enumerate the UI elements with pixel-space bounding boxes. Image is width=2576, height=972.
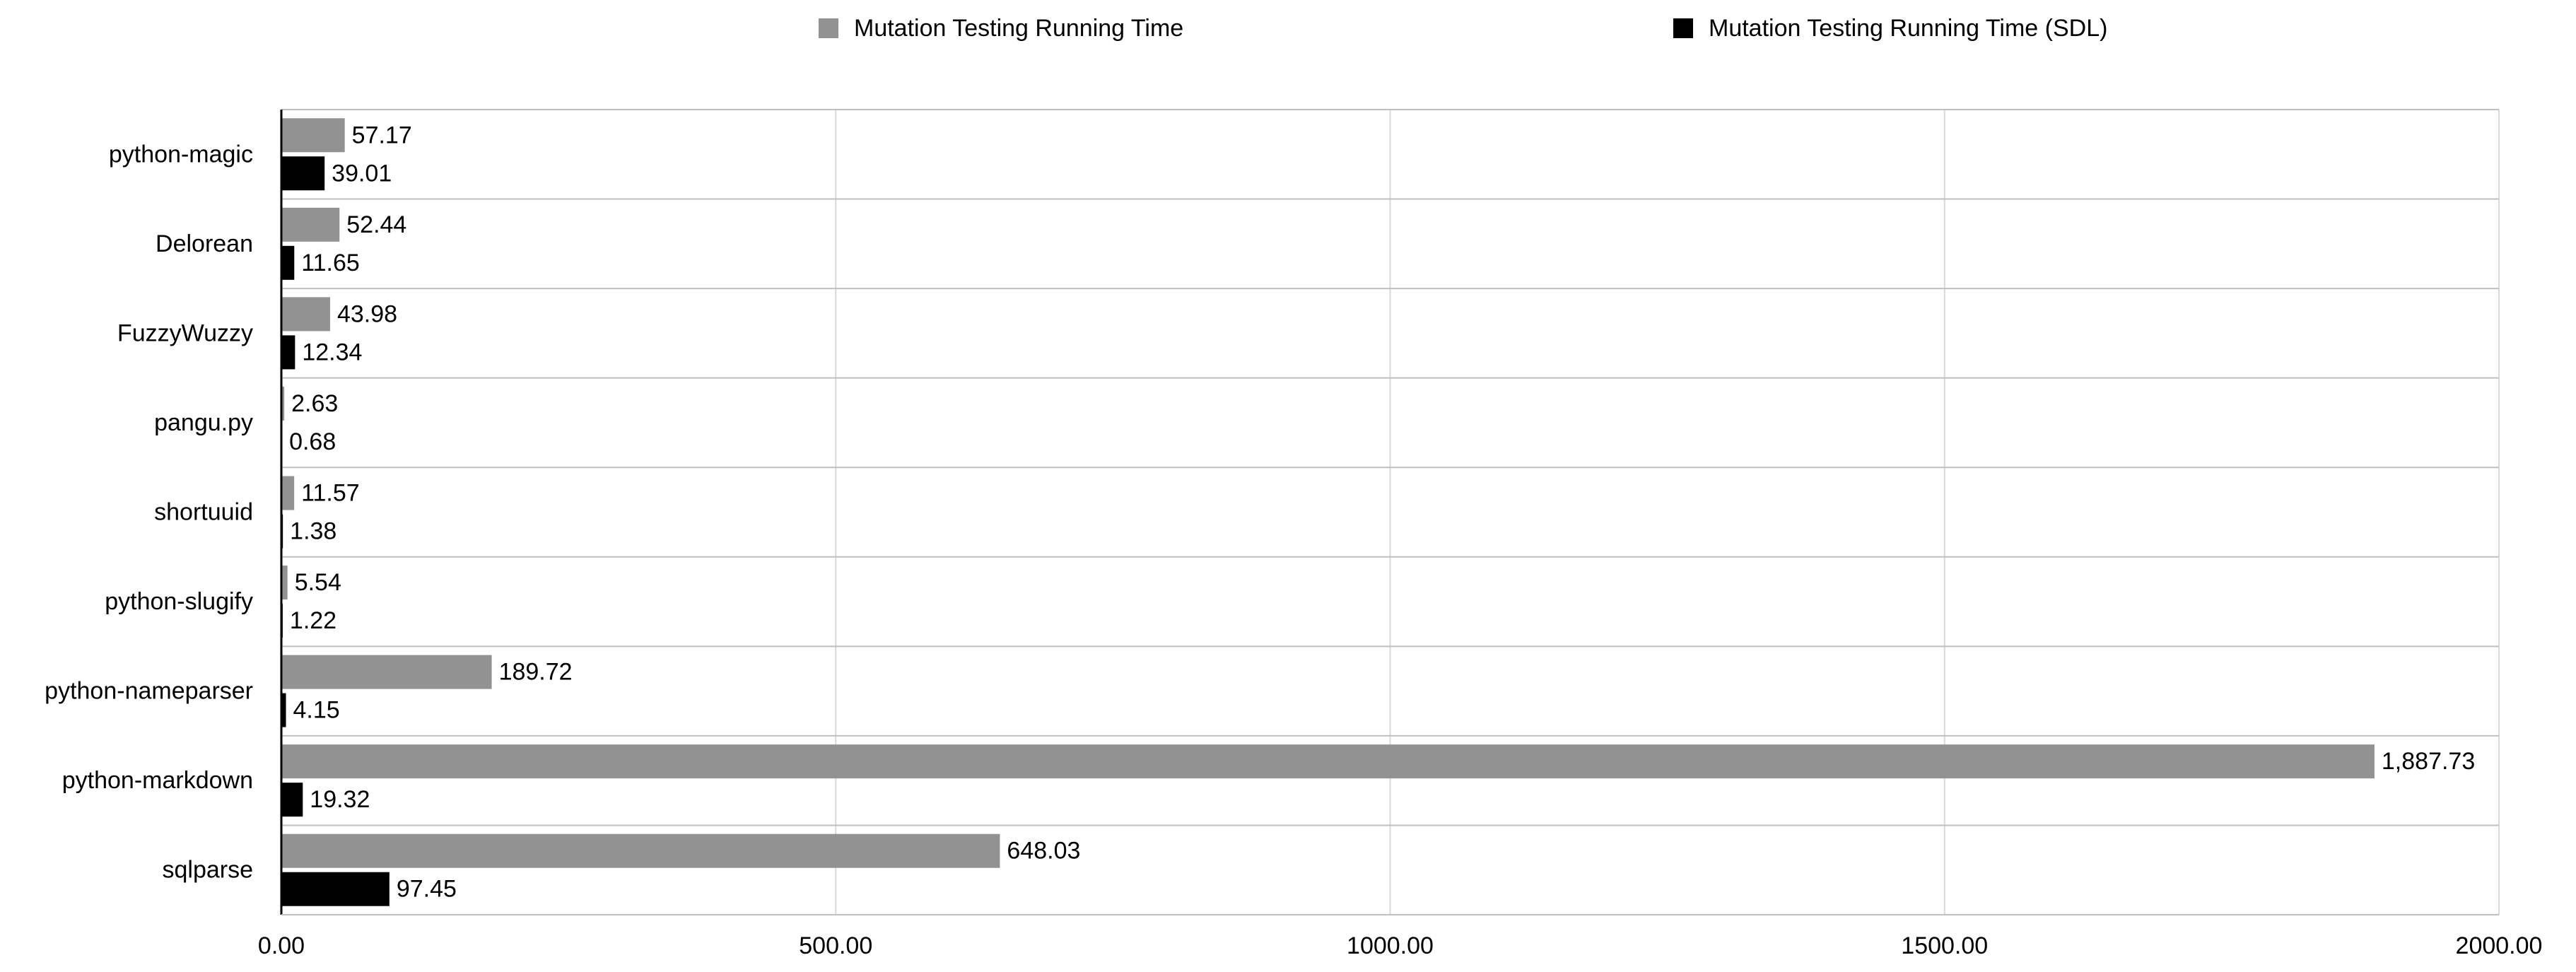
legend-swatch — [1673, 18, 1693, 38]
data-label-mutation-time: 2.63 — [291, 390, 338, 417]
category-label: python-slugify — [105, 588, 253, 615]
legend-item: Mutation Testing Running Time — [819, 15, 1183, 42]
legend-label: Mutation Testing Running Time — [854, 15, 1183, 42]
bar-mutation-time-sdl — [281, 693, 286, 727]
category-label: shortuuid — [154, 499, 253, 526]
data-label-mutation-time: 189.72 — [499, 659, 573, 686]
category-label: python-magic — [109, 141, 253, 168]
x-tick-label: 1500.00 — [1901, 932, 1988, 959]
category-label: Delorean — [156, 230, 253, 257]
bar-mutation-time-sdl — [281, 156, 325, 191]
category-label: FuzzyWuzzy — [117, 320, 253, 346]
legend-swatch — [819, 18, 838, 38]
data-label-mutation-time-sdl: 0.68 — [289, 428, 336, 455]
x-tick-label: 500.00 — [799, 932, 872, 959]
category-label: sqlparse — [162, 857, 253, 884]
data-label-mutation-time-sdl: 11.65 — [301, 250, 360, 276]
data-label-mutation-time-sdl: 39.01 — [332, 160, 392, 187]
x-tick-label: 1000.00 — [1347, 932, 1434, 959]
data-label-mutation-time-sdl: 1.22 — [290, 607, 336, 634]
data-label-mutation-time: 1,887.73 — [2382, 748, 2475, 775]
bar-mutation-time-sdl — [281, 335, 295, 370]
data-label-mutation-time-sdl: 12.34 — [302, 339, 362, 365]
data-label-mutation-time: 5.54 — [295, 569, 341, 596]
category-label: python-markdown — [62, 767, 253, 794]
bar-mutation-time-sdl — [281, 872, 390, 906]
bar-mutation-time — [281, 655, 492, 689]
data-label-mutation-time-sdl: 97.45 — [397, 876, 457, 903]
bar-mutation-time — [281, 833, 1000, 868]
data-label-mutation-time: 43.98 — [337, 300, 397, 327]
data-label-mutation-time-sdl: 1.38 — [290, 518, 336, 545]
bar-mutation-time — [281, 297, 330, 332]
data-label-mutation-time: 11.57 — [301, 480, 360, 507]
bar-mutation-time — [281, 566, 288, 600]
bar-mutation-time — [281, 476, 295, 510]
bar-mutation-time — [281, 118, 345, 153]
bar-mutation-time — [281, 744, 2375, 779]
bar-mutation-time — [281, 386, 285, 421]
bar-mutation-time — [281, 207, 340, 242]
bar-mutation-time-sdl — [281, 245, 295, 280]
bar-mutation-time-sdl — [281, 783, 303, 817]
data-label-mutation-time-sdl: 19.32 — [310, 786, 370, 813]
data-label-mutation-time: 52.44 — [346, 211, 406, 238]
x-tick-label: 2000.00 — [2456, 932, 2543, 959]
x-tick-label: 0.00 — [258, 932, 305, 959]
legend-label: Mutation Testing Running Time (SDL) — [1709, 15, 2107, 42]
data-label-mutation-time: 648.03 — [1007, 838, 1080, 865]
category-label: pangu.py — [154, 409, 253, 436]
data-label-mutation-time: 57.17 — [352, 122, 412, 148]
legend-item: Mutation Testing Running Time (SDL) — [1673, 15, 2107, 42]
category-label: python-nameparser — [45, 678, 253, 705]
data-label-mutation-time-sdl: 4.15 — [293, 697, 340, 724]
